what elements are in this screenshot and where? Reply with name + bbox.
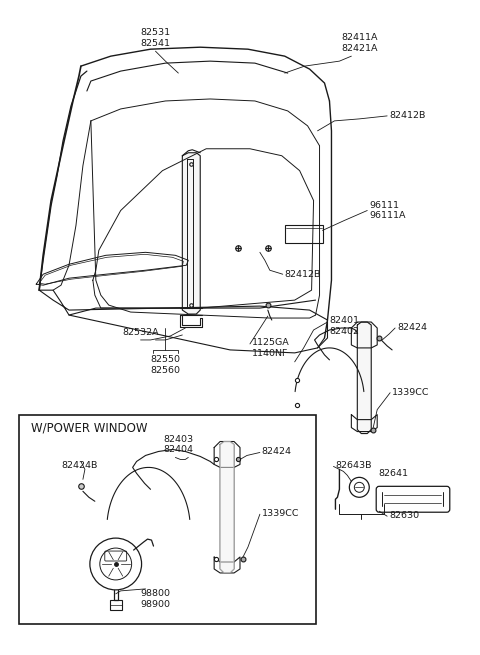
Text: 82404: 82404 <box>164 445 193 455</box>
Text: 96111: 96111 <box>369 200 399 210</box>
Text: 82412B: 82412B <box>389 111 425 120</box>
Text: 1339CC: 1339CC <box>262 509 300 518</box>
Text: 98800: 98800 <box>141 589 170 598</box>
Text: 82560: 82560 <box>150 366 180 375</box>
Text: 1125GA: 1125GA <box>252 338 290 347</box>
Text: W/POWER WINDOW: W/POWER WINDOW <box>31 422 148 435</box>
Bar <box>110 600 122 610</box>
Polygon shape <box>182 153 200 314</box>
Text: 1140NF: 1140NF <box>252 349 288 358</box>
Text: 98900: 98900 <box>141 600 170 609</box>
Polygon shape <box>357 322 371 434</box>
Text: 1339CC: 1339CC <box>392 388 430 397</box>
Text: 82421A: 82421A <box>341 44 378 53</box>
Text: 82411A: 82411A <box>341 33 378 43</box>
Text: 82424: 82424 <box>262 447 292 457</box>
Text: 82412B: 82412B <box>285 271 321 279</box>
Text: 82630: 82630 <box>389 511 419 520</box>
Text: 82402: 82402 <box>329 327 360 336</box>
Text: 82641: 82641 <box>378 470 408 478</box>
Text: 82643B: 82643B <box>336 461 372 470</box>
Text: 82532A: 82532A <box>122 328 159 337</box>
Text: 82424: 82424 <box>397 323 427 332</box>
Text: 82403: 82403 <box>164 434 193 443</box>
Text: 82550: 82550 <box>150 355 180 364</box>
Bar <box>19 415 315 624</box>
Bar <box>285 225 323 244</box>
Text: 82531: 82531 <box>141 28 170 37</box>
Text: 82401: 82401 <box>329 316 360 325</box>
Text: 82541: 82541 <box>141 39 170 48</box>
Text: 96111A: 96111A <box>369 212 406 221</box>
Polygon shape <box>220 441 234 573</box>
Text: 82424B: 82424B <box>61 461 97 470</box>
